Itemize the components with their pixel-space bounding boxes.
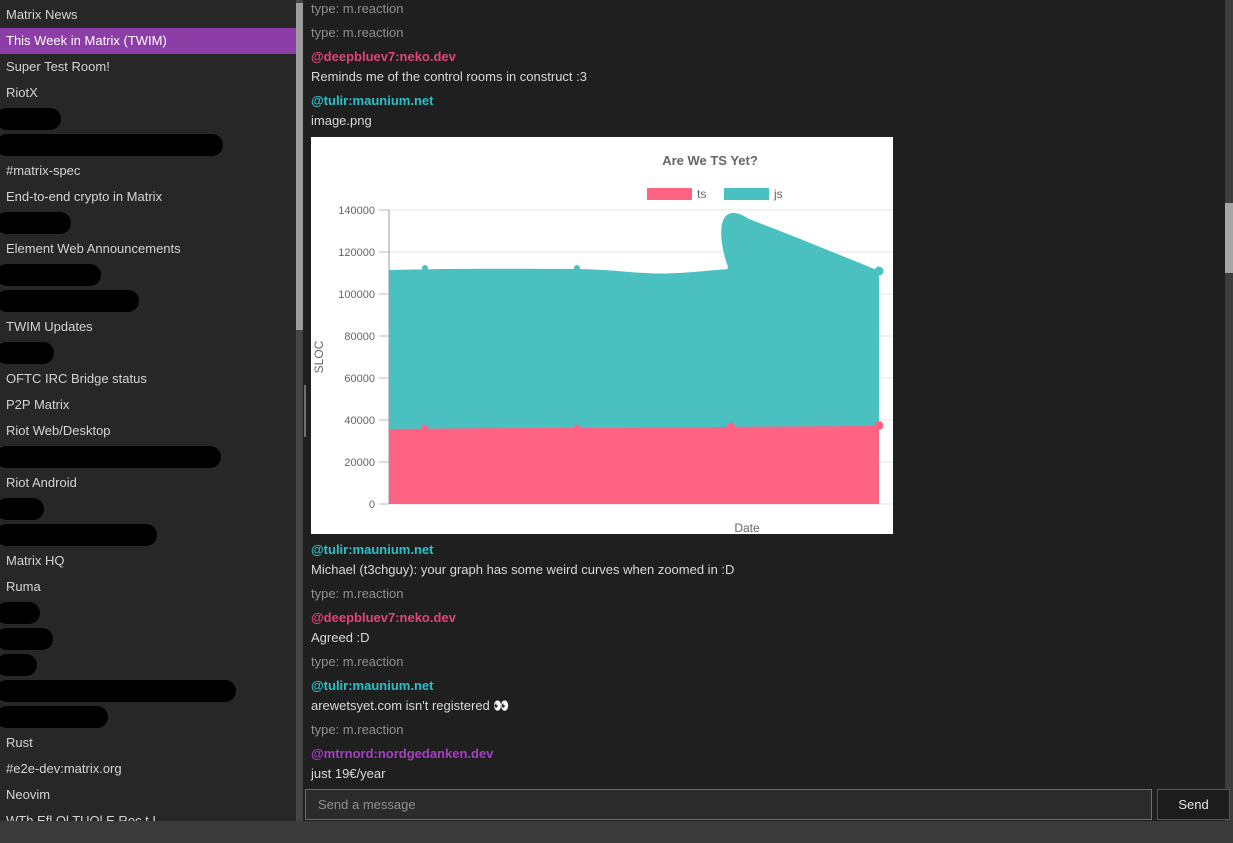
message-meta: type: m.reaction	[311, 722, 404, 737]
sidebar-scrollbar-thumb[interactable]	[296, 3, 303, 330]
room-item-redacted[interactable]	[0, 288, 296, 314]
message-scrollbar-track[interactable]	[1225, 0, 1233, 821]
message-list: type: m.reaction type: m.reaction @deepblu…	[303, 0, 1225, 806]
redacted-room-name	[0, 342, 54, 364]
redacted-room-name	[0, 134, 223, 156]
legend-swatch-ts[interactable]	[647, 188, 692, 200]
room-item-redacted[interactable]	[0, 444, 296, 470]
room-item-redacted[interactable]	[0, 704, 296, 730]
room-item-redacted[interactable]	[0, 132, 296, 158]
message-pane: type: m.reaction type: m.reaction @deepblu…	[303, 0, 1225, 821]
x-axis-title: Date	[734, 521, 760, 534]
redacted-room-name	[0, 680, 236, 702]
message-sender[interactable]: @mtrnord:nordgedanken.dev	[311, 746, 494, 761]
room-item[interactable]: This Week in Matrix (TWIM)	[0, 28, 296, 54]
svg-text:60000: 60000	[344, 373, 375, 385]
room-item[interactable]: Element Web Announcements	[6, 241, 181, 256]
room-item[interactable]: Matrix News	[6, 7, 78, 22]
room-item-redacted[interactable]	[0, 600, 296, 626]
svg-text:40000: 40000	[344, 415, 375, 427]
room-item[interactable]: TWIM Updates	[6, 319, 93, 334]
message-text: Agreed :D	[311, 630, 370, 645]
svg-text:20000: 20000	[344, 457, 375, 469]
redacted-room-name	[0, 524, 157, 546]
message-sender[interactable]: @deepbluev7:neko.dev	[311, 49, 456, 64]
svg-text:140000: 140000	[338, 205, 375, 217]
room-item-redacted[interactable]	[0, 652, 296, 678]
redacted-room-name	[0, 628, 53, 650]
send-button[interactable]: Send	[1157, 789, 1230, 820]
message-scrollbar-thumb[interactable]	[1225, 203, 1233, 273]
room-item-redacted[interactable]	[0, 678, 296, 704]
redacted-room-name	[0, 108, 61, 130]
room-item-redacted[interactable]	[0, 522, 296, 548]
room-list-sidebar: Matrix News This Week in Matrix (TWIM) Sup…	[0, 0, 296, 821]
message-text: arewetsyet.com isn't registered 👀	[311, 698, 510, 713]
redacted-room-name	[0, 264, 101, 286]
chart-data-points	[422, 265, 884, 431]
room-item[interactable]: #e2e-dev:matrix.org	[6, 761, 122, 776]
room-item[interactable]: P2P Matrix	[6, 397, 70, 412]
message-input[interactable]	[305, 789, 1152, 820]
room-item[interactable]: Rust	[6, 735, 33, 750]
room-item[interactable]: OFTC IRC Bridge status	[6, 371, 147, 386]
ts-area-series	[389, 425, 879, 504]
redacted-room-name	[0, 212, 71, 234]
room-item-redacted[interactable]	[0, 210, 296, 236]
room-item[interactable]: Matrix HQ	[6, 553, 65, 568]
redacted-room-name	[0, 290, 139, 312]
room-item[interactable]: Riot Android	[6, 475, 77, 490]
room-item-redacted[interactable]	[0, 340, 296, 366]
room-item[interactable]: End-to-end crypto in Matrix	[6, 189, 163, 204]
are-we-ts-yet-chart: Are We TS Yet? ts js 140000 120000 100000 8…	[312, 153, 893, 534]
message-pane-left-scrollbar-thumb[interactable]	[304, 385, 306, 437]
legend-label-ts[interactable]: ts	[697, 187, 706, 201]
message-text: Michael (t3chguy): your graph has some w…	[311, 562, 735, 577]
redacted-room-name	[0, 446, 221, 468]
svg-text:120000: 120000	[338, 247, 375, 259]
y-axis-title: SLOC	[312, 340, 326, 373]
sidebar-scrollbar-track[interactable]	[296, 0, 303, 821]
message-meta: type: m.reaction	[311, 25, 404, 40]
room-item[interactable]: Neovim	[6, 787, 51, 802]
message-text: just 19€/year	[311, 766, 386, 781]
message-meta: type: m.reaction	[311, 654, 404, 669]
room-item[interactable]: Super Test Room!	[6, 59, 110, 74]
redacted-room-name	[0, 654, 37, 676]
message-meta: type: m.reaction	[311, 1, 404, 16]
svg-text:100000: 100000	[338, 289, 375, 301]
message-text: image.png	[311, 113, 372, 128]
redacted-room-name	[0, 706, 108, 728]
room-item[interactable]: RiotX	[6, 85, 38, 100]
chart-title: Are We TS Yet?	[662, 153, 758, 168]
room-item-redacted[interactable]	[0, 106, 296, 132]
room-item[interactable]: Ruma	[6, 579, 41, 594]
window-bottom-strip	[0, 821, 1233, 843]
redacted-room-name	[0, 498, 44, 520]
room-item-redacted[interactable]	[0, 496, 296, 522]
room-item[interactable]: #matrix-spec	[6, 163, 81, 178]
legend-label-js[interactable]: js	[773, 187, 783, 201]
room-item[interactable]: WTh Efl Ol TUOl E Roc t I	[6, 813, 157, 821]
svg-text:0: 0	[369, 499, 375, 511]
room-item-redacted[interactable]	[0, 262, 296, 288]
chart-image-attachment[interactable]: Are We TS Yet? ts js 140000 120000 100000 8…	[311, 137, 893, 534]
redacted-room-name	[0, 602, 40, 624]
svg-text:80000: 80000	[344, 331, 375, 343]
message-sender[interactable]: @tulir:maunium.net	[311, 542, 434, 557]
message-sender[interactable]: @deepbluev7:neko.dev	[311, 610, 456, 625]
legend-swatch-js[interactable]	[724, 188, 769, 200]
message-sender[interactable]: @tulir:maunium.net	[311, 678, 434, 693]
y-axis-tick-labels: 140000 120000 100000 80000 60000 40000 20000 0	[338, 205, 375, 511]
message-text: Reminds me of the control rooms in const…	[311, 69, 588, 84]
room-item-redacted[interactable]	[0, 626, 296, 652]
room-list: Matrix News This Week in Matrix (TWIM) Sup…	[0, 2, 296, 821]
message-meta: type: m.reaction	[311, 586, 404, 601]
room-item[interactable]: Riot Web/Desktop	[6, 423, 111, 438]
message-sender[interactable]: @tulir:maunium.net	[311, 93, 434, 108]
